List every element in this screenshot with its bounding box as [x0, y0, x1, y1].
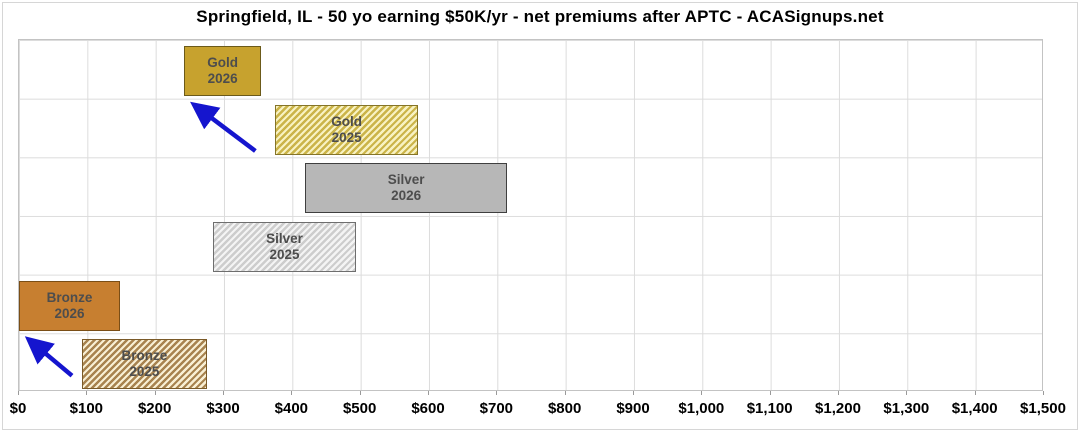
x-axis-tick-label: $1,500	[1020, 400, 1066, 417]
bar-label-metal: Gold	[331, 113, 363, 129]
bar-label-year: 2026	[54, 305, 85, 321]
x-axis-tick-label: $1,300	[883, 400, 930, 417]
x-axis-tick	[838, 391, 839, 395]
x-axis-tick	[428, 391, 429, 395]
bar-bronze-2026: Bronze 2026	[19, 280, 121, 331]
bar-bronze-2025: Bronze 2025	[81, 339, 207, 390]
x-axis-tick-label: $500	[342, 400, 377, 417]
bar-label-year: 2025	[269, 247, 300, 262]
bar-gold-2026: Gold 2026	[184, 46, 261, 96]
bar-label-year: 2026	[391, 188, 422, 204]
x-axis-tick-label: $0	[9, 400, 27, 417]
x-axis-tick	[291, 391, 293, 395]
x-axis-tick-label: $300	[206, 400, 240, 417]
x-axis-tick-label: $600	[411, 400, 445, 417]
x-axis-tick	[974, 391, 976, 395]
bar-gold-2025: Gold 2025	[275, 104, 419, 155]
chart-title: Springfield, IL - 50 yo earning $50K/yr …	[196, 7, 884, 26]
x-axis-tick	[496, 391, 498, 395]
x-axis-tick	[1043, 391, 1044, 395]
bar-label-metal: Gold	[207, 55, 238, 70]
x-axis-tick	[18, 391, 19, 395]
x-axis-tick	[154, 391, 156, 395]
x-axis-tick-label: $1,400	[951, 400, 998, 417]
plot-area: Gold 2026 Gold 2025 Silver 2026 Silver 2025 Bron…	[18, 39, 1043, 391]
bar-label-metal: Silver	[387, 172, 425, 188]
x-axis-tick-label: $200	[137, 400, 172, 417]
bar-label-year: 2026	[207, 71, 238, 86]
x-axis-tick	[701, 391, 703, 395]
bar-label-year: 2025	[129, 364, 160, 380]
bar-label-metal: Bronze	[46, 289, 93, 305]
bar-label-metal: Silver	[266, 231, 303, 246]
x-axis-tick-label: $400	[274, 400, 309, 417]
bar-label-year: 2025	[331, 129, 362, 145]
bar-silver-2025: Silver 2025	[213, 222, 356, 272]
x-axis-tick	[223, 391, 224, 395]
x-axis-tick	[86, 391, 88, 395]
x-axis-tick	[359, 391, 361, 395]
x-axis-tick-label: $1,100	[746, 400, 793, 417]
x-axis-tick-label: $100	[69, 400, 104, 417]
bar-label-metal: Bronze	[121, 348, 168, 364]
x-axis-tick	[769, 391, 771, 395]
x-axis-tick-label: $1,000	[678, 400, 725, 417]
x-axis-tick-label: $800	[547, 400, 582, 417]
x-axis-tick	[906, 391, 908, 395]
x-axis-tick	[633, 391, 634, 395]
x-axis-tick-label: $1,200	[815, 400, 861, 417]
x-axis-tick-label: $700	[479, 400, 514, 417]
x-axis-tick-label: $900	[616, 400, 650, 417]
x-axis-tick	[564, 391, 566, 395]
bar-silver-2026: Silver 2026	[305, 163, 507, 214]
